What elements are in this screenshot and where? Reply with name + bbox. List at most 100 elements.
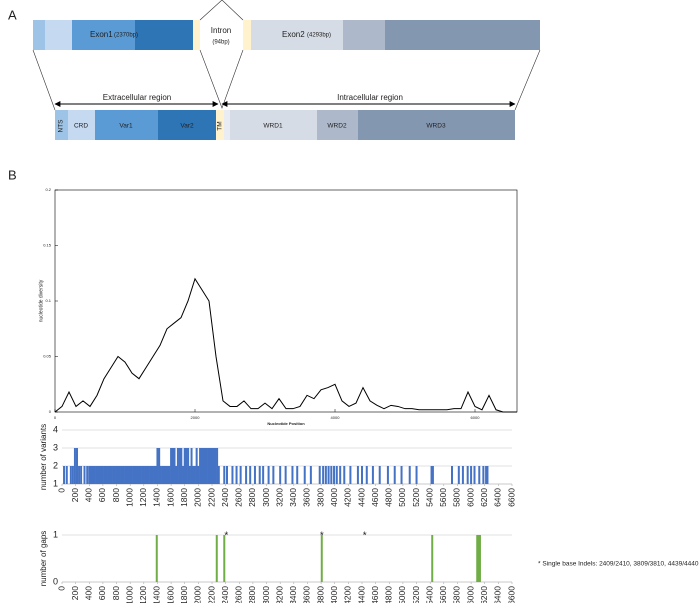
- x-tick-label: 4000: [331, 415, 341, 420]
- spike: [204, 448, 207, 484]
- x-tick-label: 600: [97, 586, 107, 600]
- spike: [141, 466, 144, 484]
- spike: [95, 466, 98, 484]
- spike: [164, 466, 167, 484]
- spike: [76, 448, 78, 484]
- x-tick-label: 4000: [329, 586, 339, 603]
- spike: [101, 466, 104, 484]
- domain-label: WRD3: [426, 123, 446, 130]
- domain-label: CRD: [74, 123, 88, 130]
- spike: [161, 466, 164, 484]
- spike: [139, 466, 142, 484]
- spike: [100, 466, 103, 484]
- spike: [193, 466, 196, 484]
- spike: [296, 466, 299, 484]
- spike: [142, 466, 145, 484]
- spike: [108, 466, 111, 484]
- indel-marker: *: [363, 531, 367, 542]
- x-tick-label: 3800: [315, 488, 325, 507]
- y-tick-label: 0: [53, 576, 58, 586]
- spike: [199, 448, 202, 484]
- spike: [112, 466, 115, 484]
- domain-label: WRD2: [327, 123, 347, 130]
- x-tick-label: 2000: [193, 488, 203, 507]
- x-tick-label: 6600: [506, 586, 516, 603]
- x-tick-label: 2800: [247, 586, 257, 603]
- spike: [158, 448, 161, 484]
- spike: [130, 466, 133, 484]
- spike: [330, 466, 333, 484]
- spike: [371, 466, 374, 484]
- x-tick-label: 0: [56, 488, 66, 493]
- spike: [127, 466, 130, 484]
- spike: [117, 466, 120, 484]
- x-tick-label: 4800: [384, 488, 394, 507]
- spike: [155, 535, 158, 582]
- spike: [258, 466, 261, 484]
- spike: [457, 466, 460, 484]
- spike: [113, 466, 116, 484]
- spike: [122, 466, 125, 484]
- spike: [309, 466, 312, 484]
- x-tick-label: 6400: [493, 488, 503, 507]
- spike: [211, 448, 213, 484]
- domain-label: Var2: [180, 123, 194, 130]
- spike: [378, 466, 381, 484]
- spike: [166, 466, 169, 484]
- spike: [91, 466, 94, 484]
- spike: [356, 466, 359, 484]
- spike: [333, 466, 336, 484]
- spike: [170, 448, 173, 484]
- spike: [249, 466, 252, 484]
- spike: [485, 466, 488, 484]
- spike: [245, 466, 248, 484]
- spike: [202, 448, 205, 484]
- indel-marker: *: [320, 531, 324, 542]
- spike: [267, 466, 270, 484]
- x-tick-label: 1600: [165, 488, 175, 507]
- x-tick-label: 4400: [356, 586, 366, 603]
- x-tick-label: 2200: [206, 488, 216, 507]
- x-tick-label: 4200: [343, 586, 353, 603]
- spike: [190, 448, 193, 484]
- x-tick-label: 1600: [165, 586, 175, 603]
- spike: [408, 466, 411, 484]
- domain-label: WRD1: [263, 123, 283, 130]
- spike: [197, 466, 200, 484]
- spike: [153, 466, 156, 484]
- spike: [176, 448, 179, 484]
- spike: [134, 466, 137, 484]
- x-tick-label: 1400: [152, 586, 162, 603]
- spike: [482, 466, 485, 484]
- y-axis-label: number of gaps: [39, 531, 48, 587]
- x-tick-label: 0: [54, 415, 57, 420]
- x-tick-label: 4600: [370, 488, 380, 507]
- x-tick-label: 1200: [138, 488, 148, 507]
- x-tick-label: 3200: [274, 586, 284, 603]
- y-tick-label: 0.05: [43, 354, 52, 359]
- spike: [188, 466, 191, 484]
- spike: [146, 466, 149, 484]
- x-tick-label: 5000: [397, 586, 407, 603]
- spike: [212, 448, 215, 484]
- spike: [71, 466, 74, 484]
- x-tick-label: 2400: [220, 488, 230, 507]
- y-tick-label: 0.15: [43, 243, 52, 248]
- x-tick-label: 5400: [424, 488, 434, 507]
- spike: [110, 466, 113, 484]
- x-tick-label: 1000: [124, 488, 134, 507]
- spike: [209, 448, 212, 484]
- spike: [272, 466, 275, 484]
- spike: [231, 466, 234, 484]
- x-tick-label: 3600: [302, 586, 312, 603]
- spike: [185, 448, 188, 484]
- x-tick-label: 400: [84, 488, 94, 502]
- spike: [207, 448, 210, 484]
- panel-label: B: [8, 167, 17, 182]
- x-tick-label: 5800: [452, 586, 462, 603]
- x-tick-label: 6400: [493, 586, 503, 603]
- spike: [486, 466, 489, 484]
- plot-frame: [54, 189, 518, 413]
- x-tick-label: 3600: [302, 488, 312, 507]
